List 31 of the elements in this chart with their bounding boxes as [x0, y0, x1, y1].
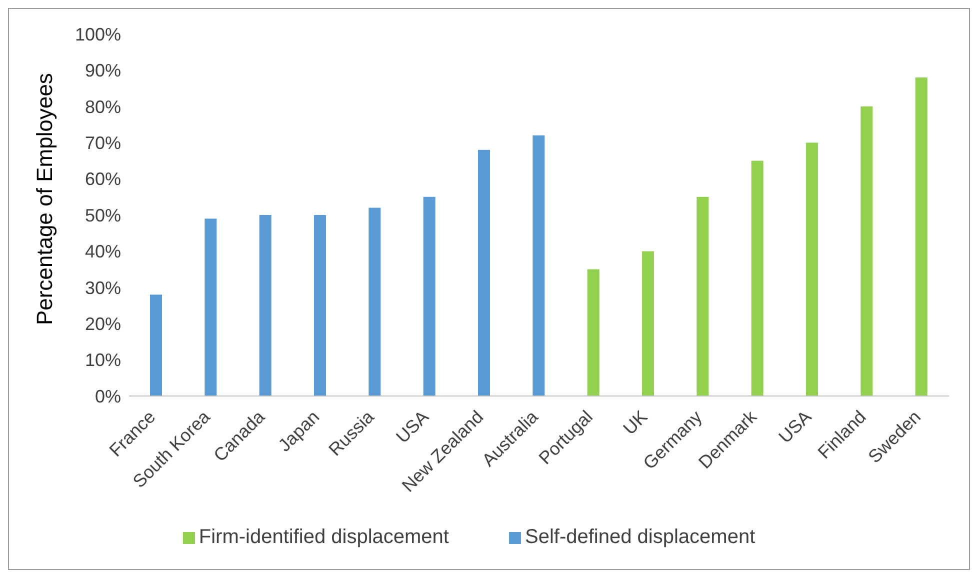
bar [587, 269, 600, 396]
bar [259, 215, 272, 396]
y-tick-label: 50% [84, 205, 121, 226]
y-tick-label: 30% [84, 278, 121, 298]
bar [204, 218, 217, 396]
bar [150, 294, 162, 396]
y-tick-label: 10% [84, 350, 121, 370]
bar [423, 196, 436, 396]
x-tick-label: USA [392, 406, 432, 447]
bar [915, 77, 928, 396]
bar [860, 106, 873, 396]
bar [368, 208, 381, 396]
bar [532, 135, 545, 396]
y-tick-label: 90% [84, 60, 121, 81]
y-tick-label: 60% [84, 169, 121, 190]
y-tick-label: 80% [84, 96, 121, 117]
bar [751, 160, 764, 396]
bar [478, 150, 490, 396]
y-tick-label: 70% [84, 132, 121, 153]
bar [696, 196, 709, 396]
x-tick-label: USA [774, 406, 816, 447]
bar [642, 251, 654, 396]
y-tick-label: 100% [74, 24, 121, 44]
y-tick-label: 20% [84, 314, 121, 334]
legend-label: Self-defined displacement [524, 526, 756, 548]
y-tick-label: 40% [84, 242, 121, 262]
bar [314, 215, 326, 396]
y-axis-title: Percentage of Employees [32, 73, 57, 325]
bar [806, 142, 818, 396]
y-tick-label: 0% [94, 386, 121, 406]
legend-label: Firm-identified displacement [198, 526, 449, 548]
